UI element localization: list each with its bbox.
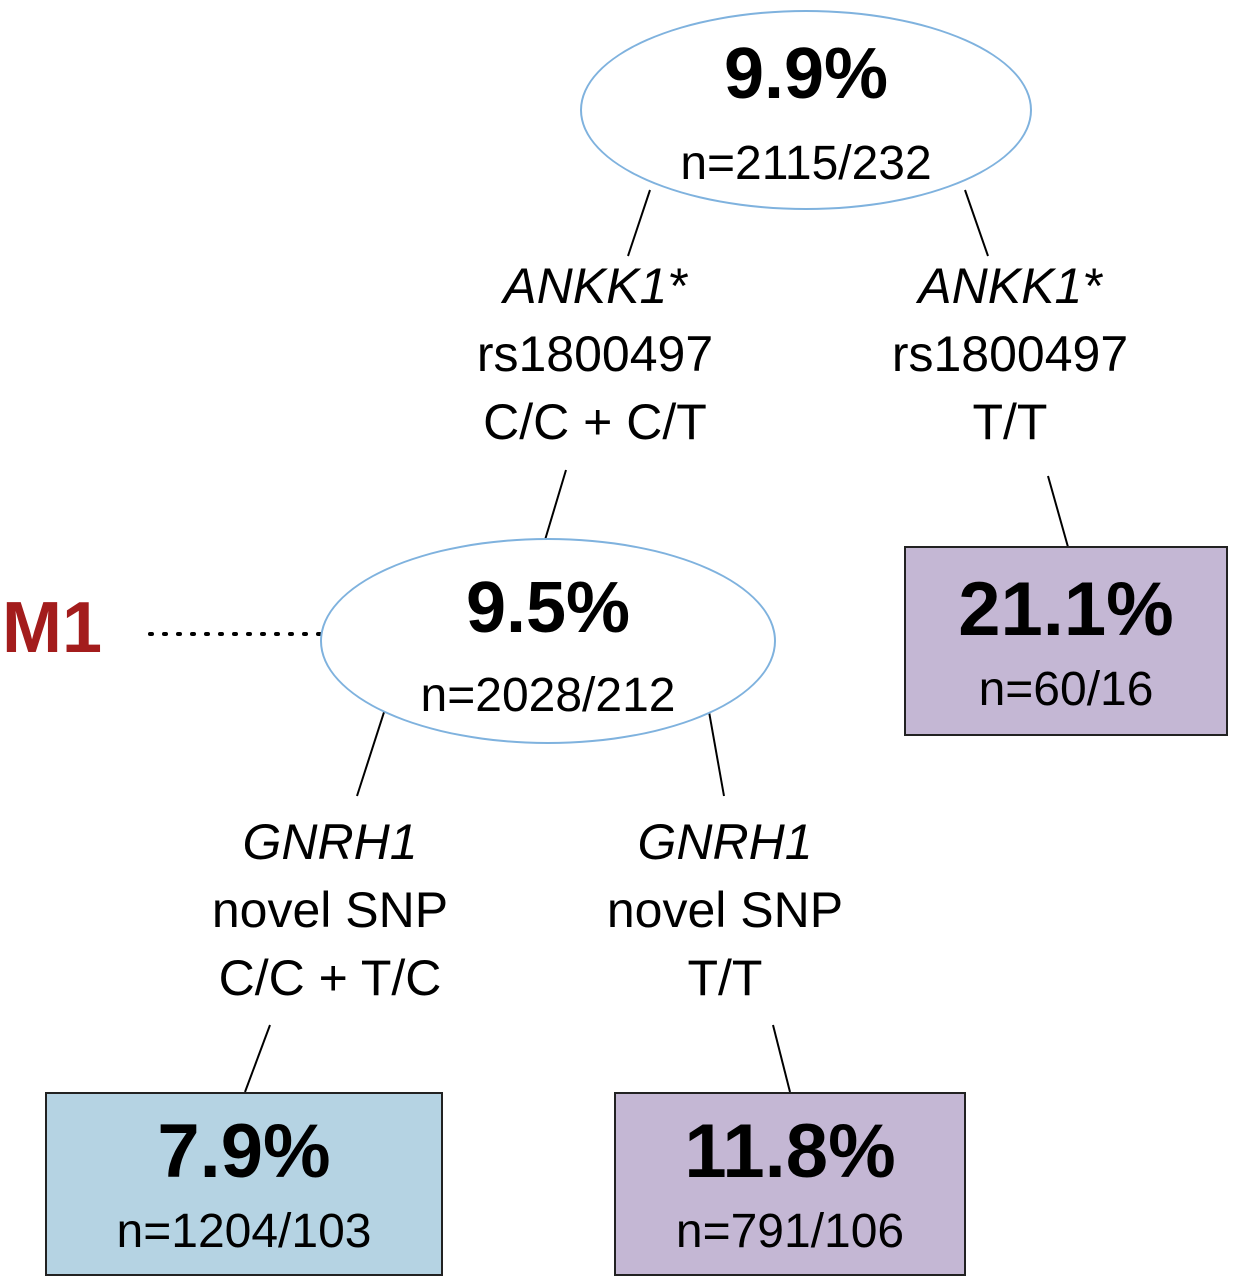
leaf-ankk1-tt-percentage: 21.1% — [958, 567, 1174, 652]
leaf-gnrh1-cc-tc: 7.9% n=1204/103 — [45, 1092, 443, 1276]
edge-gnrh-left-leaf — [244, 1024, 271, 1093]
leaf-ankk1-tt-count: n=60/16 — [978, 663, 1154, 716]
split1-left-label: ANKK1* rs1800497 C/C + C/T — [420, 252, 770, 456]
split1-right-genotype: T/T — [972, 394, 1048, 450]
edge-m1-left — [356, 705, 387, 797]
split1-left-genotype: C/C + C/T — [483, 394, 707, 450]
m1-node: 9.5% n=2028/212 — [320, 538, 776, 744]
split1-left-snp: rs1800497 — [476, 326, 714, 382]
m1-percentage: 9.5% — [465, 568, 631, 648]
split2-right-genotype: T/T — [687, 950, 763, 1006]
edge-m1-right — [707, 705, 725, 797]
split2-right-label: GNRH1 novel SNP T/T — [545, 808, 905, 1012]
split1-right-label: ANKK1* rs1800497 T/T — [835, 252, 1185, 456]
split1-right-snp: rs1800497 — [891, 326, 1129, 382]
root-node: 9.9% n=2115/232 — [580, 10, 1032, 210]
edge-gnrh-right-leaf — [772, 1024, 791, 1093]
split1-left-gene: ANKK1* — [503, 258, 687, 314]
m1-count: n=2028/212 — [420, 669, 676, 722]
split2-left-genotype: C/C + T/C — [218, 950, 442, 1006]
leaf-gnrh1-cc-tc-count: n=1204/103 — [116, 1205, 372, 1258]
edge-root-left — [627, 189, 651, 257]
split2-left-label: GNRH1 novel SNP C/C + T/C — [150, 808, 510, 1012]
split1-right-gene: ANKK1* — [918, 258, 1102, 314]
edge-right-leaf — [1047, 475, 1069, 548]
leaf-gnrh1-cc-tc-percentage: 7.9% — [157, 1109, 331, 1194]
root-percentage: 9.9% — [723, 34, 889, 114]
m1-label: M1 — [2, 588, 103, 668]
split2-left-snp: novel SNP — [211, 882, 449, 938]
leaf-gnrh1-tt: 11.8% n=791/106 — [614, 1092, 966, 1276]
split2-left-gene: GNRH1 — [242, 814, 418, 870]
leaf-gnrh1-tt-count: n=791/106 — [675, 1205, 905, 1258]
leaf-gnrh1-tt-percentage: 11.8% — [684, 1109, 896, 1194]
root-count: n=2115/232 — [680, 137, 932, 190]
split2-right-gene: GNRH1 — [637, 814, 813, 870]
edge-left-m1 — [544, 469, 567, 541]
leaf-ankk1-tt: 21.1% n=60/16 — [904, 546, 1228, 736]
edge-root-right — [964, 189, 989, 257]
split2-right-snp: novel SNP — [606, 882, 844, 938]
